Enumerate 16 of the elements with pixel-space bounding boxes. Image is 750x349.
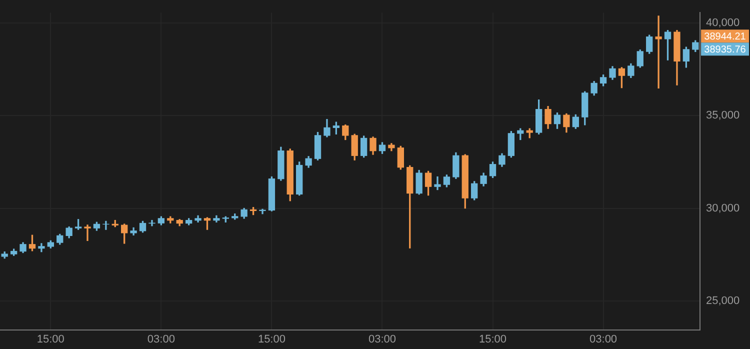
x-tick-label: 03:00 <box>147 333 175 346</box>
x-tick-label: 15:00 <box>258 333 286 346</box>
x-tick-label: 15:00 <box>36 333 64 346</box>
y-tick-label: 40,000 <box>706 17 740 30</box>
y-tick-label: 35,000 <box>706 110 740 122</box>
text: 38944.21 <box>704 31 746 42</box>
x-tick-label: 15:00 <box>479 333 507 346</box>
candlestick <box>655 16 662 89</box>
candlestick <box>148 220 156 226</box>
x-tick-label: 03:00 <box>590 333 618 346</box>
candlestick <box>434 176 441 190</box>
text: 38935.76 <box>704 44 746 56</box>
candlestick <box>84 224 91 242</box>
y-tick-label: 25,000 <box>706 294 740 307</box>
y-tick-label: 30,000 <box>706 202 740 214</box>
x-tick-label: 03:00 <box>368 333 396 346</box>
